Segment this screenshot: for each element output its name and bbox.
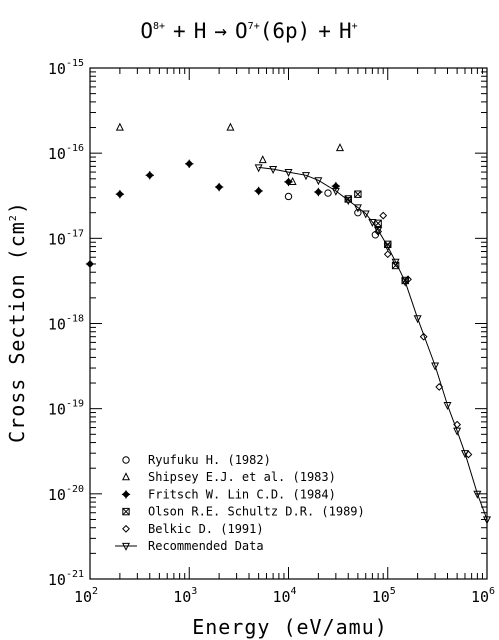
legend-entry: Belkic D. (1991) xyxy=(148,522,264,536)
data-point xyxy=(115,189,125,199)
data-point xyxy=(401,276,409,285)
data-point xyxy=(460,450,469,459)
data-point xyxy=(443,402,452,411)
data-point xyxy=(335,143,344,152)
data-point xyxy=(401,278,410,287)
title-ion: O xyxy=(140,19,153,43)
x-tick-labels: 102 103 104 105 106 xyxy=(74,586,495,606)
data-point xyxy=(353,204,362,213)
legend-marker xyxy=(122,524,130,533)
legend-marker xyxy=(121,542,131,551)
y-tick-label: 10-19 xyxy=(48,399,84,419)
title-target: H xyxy=(194,19,207,43)
y-axis-label-main: Cross Section (cm xyxy=(5,221,29,443)
data-point xyxy=(331,187,340,196)
title-state: (6p) xyxy=(260,19,311,43)
data-point xyxy=(85,259,95,269)
data-point xyxy=(314,187,323,197)
data-point xyxy=(284,177,293,187)
data-point xyxy=(254,164,263,173)
legend-marker xyxy=(122,507,130,516)
data-point xyxy=(404,275,412,284)
data-point xyxy=(383,250,392,259)
x-tick-label: 103 xyxy=(173,586,197,606)
data-point xyxy=(354,208,362,217)
y-tick-label: 10-15 xyxy=(48,58,84,78)
y-tick-label: 10-18 xyxy=(48,314,84,334)
y-axis-label-exp: 2 xyxy=(8,214,19,221)
title-proton-charge: + xyxy=(352,21,358,32)
legend-entry: Fritsch W. Lin C.D. (1984) xyxy=(148,487,336,501)
y-tick-label: 10-16 xyxy=(48,143,84,163)
series-line-recommended xyxy=(258,166,488,520)
title-plus-2: + xyxy=(318,19,331,43)
axis-ticks xyxy=(89,68,487,580)
legend-marker xyxy=(121,472,131,481)
chart-title: O8+ + H → O7+(6p) + H+ xyxy=(140,19,357,43)
data-point xyxy=(374,226,383,235)
data-point xyxy=(473,490,482,499)
data-point xyxy=(379,211,388,220)
data-point xyxy=(354,190,362,198)
y-tick-label: 10-21 xyxy=(48,569,84,589)
legend: Ryufuku H. (1982) Shipsey E.J. et al. (19… xyxy=(115,453,365,553)
plot-frame xyxy=(89,67,488,580)
y-axis-label: Cross Section (cm2) xyxy=(5,201,29,443)
data-point xyxy=(344,195,352,203)
x-tick-label: 102 xyxy=(74,586,98,606)
x-axis-label: Energy (eV/amu) xyxy=(192,615,388,639)
legend-entry: Ryufuku H. (1982) xyxy=(148,453,271,467)
data-point xyxy=(361,210,370,219)
y-tick-label: 10-17 xyxy=(48,228,84,248)
legend-entry: Shipsey E.J. et al. (1983) xyxy=(148,470,336,484)
data-point xyxy=(226,122,235,131)
data-point xyxy=(258,155,267,164)
data-point xyxy=(391,258,400,267)
y-tick-label: 10-20 xyxy=(48,484,84,504)
title-product-charge: 7+ xyxy=(248,21,260,32)
x-tick-label: 104 xyxy=(272,586,296,606)
title-plus-1: + xyxy=(173,19,186,43)
data-point xyxy=(482,516,492,525)
data-point xyxy=(214,182,224,192)
data-point xyxy=(383,243,392,252)
data-point xyxy=(419,332,428,341)
legend-marker xyxy=(121,490,131,499)
title-arrow: → xyxy=(214,19,227,43)
data-point xyxy=(431,362,440,371)
data-point xyxy=(314,177,323,186)
data-point xyxy=(301,172,310,181)
data-point xyxy=(284,192,293,201)
x-tick-label: 106 xyxy=(471,586,495,606)
data-point xyxy=(368,219,377,228)
data-point xyxy=(413,315,422,324)
x-tick-label: 105 xyxy=(372,586,396,606)
data-markers xyxy=(85,122,492,525)
data-point xyxy=(254,186,263,196)
data-point xyxy=(435,383,444,391)
legend-entry: Olson R.E. Schultz D.R. (1989) xyxy=(148,505,365,519)
data-point xyxy=(284,168,293,177)
data-point xyxy=(344,197,353,206)
data-point xyxy=(331,181,341,191)
data-point xyxy=(145,171,154,180)
title-product: O xyxy=(235,19,248,43)
legend-entry: Recommended Data xyxy=(148,539,264,553)
legend-marker xyxy=(122,456,130,464)
recommended-curve xyxy=(258,166,488,520)
data-point xyxy=(185,159,194,169)
title-ion-charge: 8+ xyxy=(153,21,165,32)
data-point xyxy=(374,219,382,228)
y-tick-labels: 10-15 10-16 10-17 10-18 10-19 10-20 10-21 xyxy=(48,58,84,589)
data-point xyxy=(324,189,332,197)
title-proton: H xyxy=(339,19,352,43)
y-axis-label-close: ) xyxy=(5,201,29,214)
data-point xyxy=(453,427,462,436)
data-point xyxy=(269,166,278,175)
data-point xyxy=(115,122,124,131)
